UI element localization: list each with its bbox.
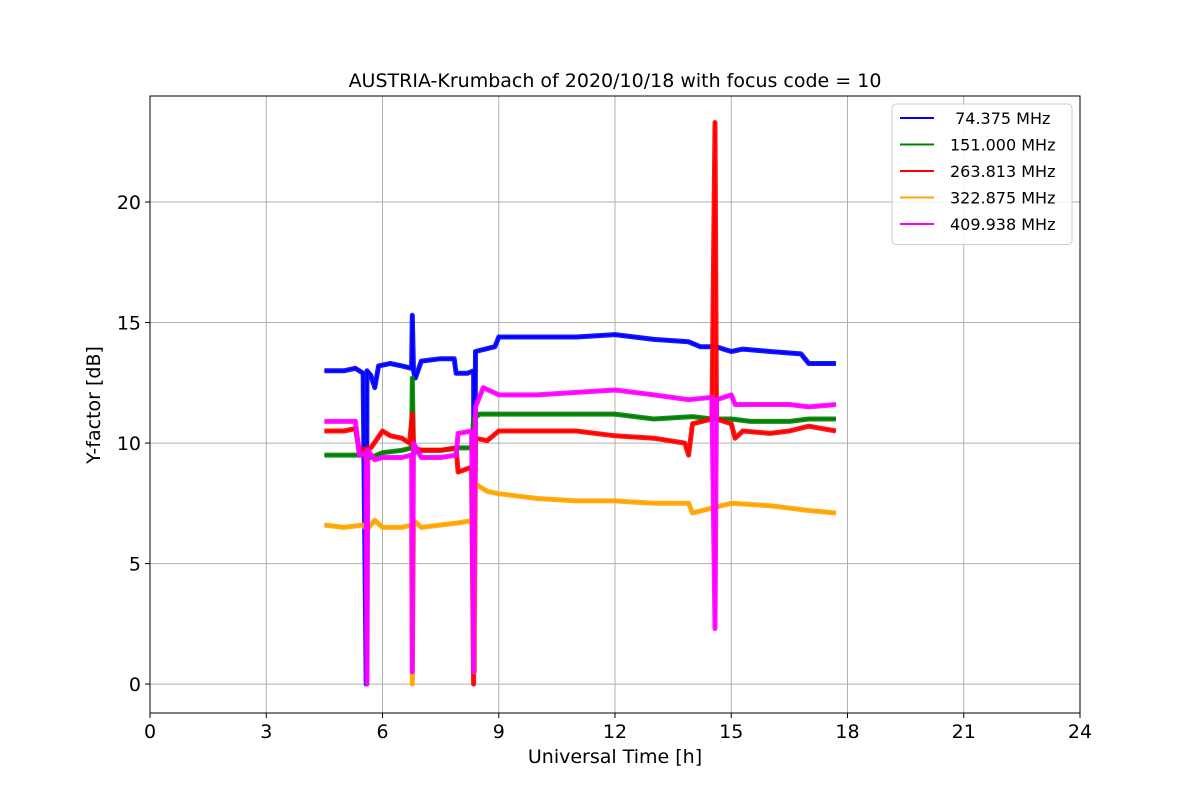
x-tick-label: 12 <box>603 721 627 743</box>
y-tick-label: 10 <box>117 433 141 455</box>
legend-label: 263.813 MHz <box>950 162 1055 181</box>
series-line-4 <box>324 386 836 686</box>
x-tick-label: 18 <box>835 721 859 743</box>
x-tick-label: 24 <box>1068 721 1092 743</box>
legend-label: 151.000 MHz <box>950 136 1055 155</box>
y-tick-label: 20 <box>117 192 141 214</box>
chart-title: AUSTRIA-Krumbach of 2020/10/18 with focu… <box>349 70 882 92</box>
legend-label: 322.875 MHz <box>950 189 1055 208</box>
y-tick-label: 15 <box>117 313 141 335</box>
legend: 74.375 MHz 151.000 MHz 263.813 MHz 322.875 … <box>891 103 1073 245</box>
x-tick-label: 3 <box>260 721 272 743</box>
legend-label: 409.938 MHz <box>950 215 1055 234</box>
x-tick-label: 9 <box>493 721 505 743</box>
y-tick-label: 5 <box>129 554 141 576</box>
series-line-2 <box>324 121 837 686</box>
ticks: 0 3 6 9 12 15 18 21 24 0 5 10 15 20 <box>117 192 1092 743</box>
x-tick-label: 21 <box>952 721 976 743</box>
x-tick-label: 6 <box>376 721 388 743</box>
y-axis-label: Y-factor [dB] <box>83 346 105 465</box>
y-tick-label: 0 <box>129 674 141 696</box>
x-tick-label: 0 <box>144 721 156 743</box>
x-axis-label: Universal Time [h] <box>528 746 702 768</box>
x-tick-label: 15 <box>719 721 743 743</box>
series-layer <box>324 120 837 687</box>
legend-box <box>891 103 1073 245</box>
legend-label: 74.375 MHz <box>950 109 1050 128</box>
